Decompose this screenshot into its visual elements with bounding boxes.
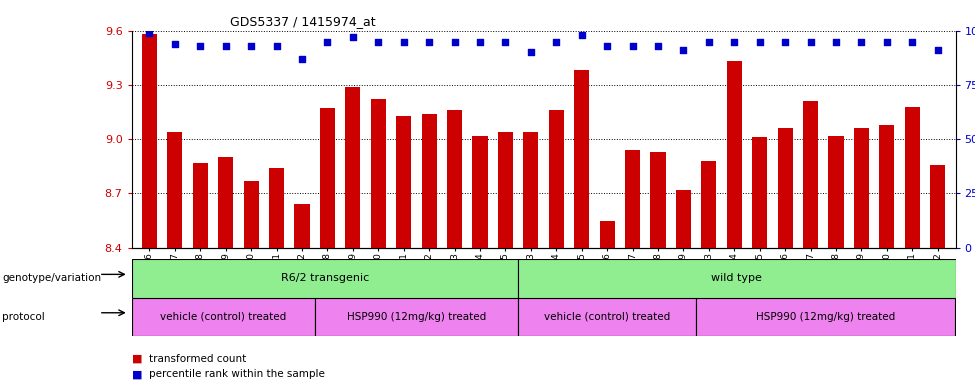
Point bbox=[650, 43, 666, 49]
Point bbox=[523, 50, 538, 56]
Bar bbox=[549, 110, 564, 248]
Text: transformed count: transformed count bbox=[149, 354, 247, 364]
Bar bbox=[701, 161, 717, 248]
Bar bbox=[600, 220, 615, 248]
Bar bbox=[269, 168, 284, 248]
Point bbox=[192, 43, 208, 49]
Bar bbox=[524, 132, 538, 248]
Point bbox=[472, 38, 488, 45]
Bar bbox=[345, 87, 361, 248]
Point bbox=[726, 38, 742, 45]
Point bbox=[625, 43, 641, 49]
Bar bbox=[518, 259, 956, 298]
Text: percentile rank within the sample: percentile rank within the sample bbox=[149, 369, 325, 379]
Point bbox=[600, 43, 615, 49]
Point bbox=[269, 43, 285, 49]
Bar bbox=[518, 298, 696, 336]
Text: protocol: protocol bbox=[2, 312, 45, 322]
Bar bbox=[803, 101, 818, 248]
Text: wild type: wild type bbox=[712, 273, 762, 283]
Point bbox=[574, 32, 590, 38]
Point bbox=[244, 43, 259, 49]
Point bbox=[497, 38, 513, 45]
Point bbox=[549, 38, 565, 45]
Text: GDS5337 / 1415974_at: GDS5337 / 1415974_at bbox=[230, 15, 376, 28]
Bar bbox=[829, 136, 843, 248]
Point bbox=[701, 38, 717, 45]
Bar bbox=[696, 298, 956, 336]
Point bbox=[141, 30, 157, 36]
Point bbox=[905, 38, 920, 45]
Point bbox=[447, 38, 462, 45]
Text: HSP990 (12mg/kg) treated: HSP990 (12mg/kg) treated bbox=[757, 312, 895, 322]
Bar bbox=[315, 298, 518, 336]
Bar bbox=[193, 163, 208, 248]
Point bbox=[421, 38, 437, 45]
Point bbox=[294, 56, 310, 62]
Bar bbox=[752, 137, 767, 248]
Bar bbox=[879, 125, 894, 248]
Bar bbox=[574, 71, 589, 248]
Bar bbox=[625, 150, 641, 248]
Point bbox=[345, 34, 361, 40]
Point bbox=[167, 41, 182, 47]
Point bbox=[854, 38, 870, 45]
Text: vehicle (control) treated: vehicle (control) treated bbox=[544, 312, 670, 322]
Point bbox=[802, 38, 818, 45]
Bar bbox=[132, 259, 518, 298]
Bar bbox=[218, 157, 233, 248]
Bar bbox=[421, 114, 437, 248]
Bar bbox=[141, 34, 157, 248]
Text: R6/2 transgenic: R6/2 transgenic bbox=[281, 273, 369, 283]
Point bbox=[396, 38, 411, 45]
Bar bbox=[726, 61, 742, 248]
Text: HSP990 (12mg/kg) treated: HSP990 (12mg/kg) treated bbox=[347, 312, 487, 322]
Bar bbox=[396, 116, 411, 248]
Point bbox=[828, 38, 843, 45]
Bar bbox=[132, 298, 315, 336]
Bar bbox=[777, 128, 793, 248]
Bar bbox=[472, 136, 488, 248]
Bar bbox=[294, 204, 310, 248]
Bar bbox=[498, 132, 513, 248]
Bar bbox=[447, 110, 462, 248]
Bar bbox=[905, 107, 919, 248]
Point bbox=[930, 47, 946, 53]
Text: genotype/variation: genotype/variation bbox=[2, 273, 101, 283]
Bar bbox=[676, 190, 691, 248]
Text: ■: ■ bbox=[132, 354, 142, 364]
Bar bbox=[244, 181, 258, 248]
Bar bbox=[854, 128, 869, 248]
Bar bbox=[320, 108, 335, 248]
Text: ■: ■ bbox=[132, 369, 142, 379]
Point bbox=[217, 43, 233, 49]
Bar bbox=[168, 132, 182, 248]
Point bbox=[879, 38, 895, 45]
Point bbox=[320, 38, 335, 45]
Point bbox=[676, 47, 691, 53]
Text: vehicle (control) treated: vehicle (control) treated bbox=[160, 312, 287, 322]
Bar bbox=[930, 164, 946, 248]
Bar bbox=[370, 99, 386, 248]
Point bbox=[752, 38, 767, 45]
Bar bbox=[650, 152, 666, 248]
Point bbox=[777, 38, 793, 45]
Point bbox=[370, 38, 386, 45]
